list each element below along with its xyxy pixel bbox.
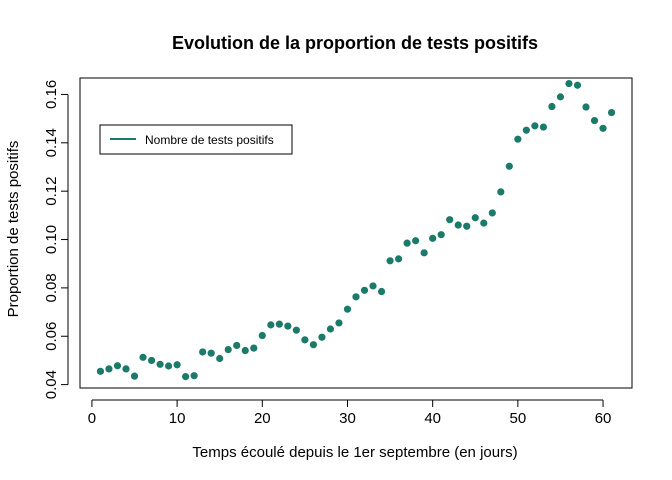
data-point: [514, 135, 522, 143]
data-point: [429, 234, 437, 242]
y-tick-label: 0.10: [43, 225, 60, 254]
data-point: [360, 286, 369, 294]
data-point: [164, 362, 173, 370]
data-point: [335, 319, 343, 327]
y-tick-label: 0.08: [43, 273, 60, 302]
y-tick-label: 0.14: [43, 128, 60, 157]
y-tick-label: 0.12: [43, 177, 60, 206]
data-point: [224, 345, 232, 354]
data-point: [309, 341, 318, 349]
data-point: [488, 209, 496, 217]
data-point: [216, 354, 224, 363]
data-point: [113, 362, 122, 370]
data-point: [599, 124, 607, 132]
data-point: [446, 216, 454, 224]
data-point: [471, 214, 479, 222]
data-point: [377, 287, 386, 296]
data-point: [182, 373, 190, 381]
data-point: [403, 239, 411, 247]
data-point: [241, 346, 249, 355]
data-point: [522, 126, 530, 134]
data-point: [199, 348, 207, 356]
data-point: [233, 341, 241, 350]
x-tick-label: 30: [339, 410, 356, 427]
data-point: [267, 321, 275, 329]
y-tick-label: 0.16: [43, 80, 60, 109]
data-point: [130, 372, 139, 380]
y-tick-label: 0.06: [43, 322, 60, 351]
data-point: [394, 255, 403, 263]
y-tick-label: 0.04: [43, 370, 60, 399]
data-point: [207, 349, 215, 357]
data-point: [369, 282, 377, 290]
x-tick-label: 0: [88, 410, 96, 427]
data-point: [565, 79, 573, 88]
data-point: [352, 293, 360, 301]
data-point: [463, 222, 471, 230]
data-point: [343, 305, 352, 313]
data-point: [173, 361, 181, 369]
data-point: [326, 325, 335, 333]
data-point: [250, 344, 258, 352]
legend: Nombre de tests positifs: [99, 124, 293, 155]
data-point: [147, 356, 156, 365]
data-point: [156, 360, 164, 368]
data-point: [412, 237, 420, 245]
x-tick-label: 10: [169, 410, 186, 427]
data-point: [96, 367, 105, 375]
data-point: [556, 93, 565, 101]
data-point: [548, 102, 556, 111]
data-point: [539, 123, 548, 131]
x-axis-label: Temps écoulé depuis le 1er septembre (en…: [192, 444, 517, 461]
data-point: [190, 372, 198, 380]
data-point: [284, 322, 292, 330]
x-tick-label: 50: [510, 410, 527, 427]
data-point: [590, 116, 599, 125]
plot-frame: [79, 77, 633, 389]
data-points: [96, 79, 616, 381]
data-point: [386, 257, 394, 265]
data-point: [582, 103, 590, 111]
data-point: [531, 122, 539, 130]
chart-title: Evolution de la proportion de tests posi…: [172, 33, 538, 53]
data-point: [258, 331, 266, 340]
legend-label: Nombre de tests positifs: [145, 133, 274, 147]
data-point: [275, 320, 283, 328]
data-point: [318, 333, 326, 341]
x-tick-label: 40: [424, 410, 441, 427]
x-tick-label: 20: [254, 410, 271, 427]
data-point: [292, 326, 300, 334]
y-axis-label: Proportion de tests positifs: [5, 141, 22, 318]
data-point: [139, 353, 147, 361]
x-axis: 0 10 20 30 40 50 60: [88, 399, 612, 427]
data-point: [454, 221, 462, 229]
data-point: [105, 365, 113, 373]
data-point: [497, 188, 505, 196]
data-point: [122, 365, 130, 373]
data-point: [573, 81, 582, 89]
y-axis: 0.04 0.06 0.08 0.10 0.12 0.14 0.16: [43, 80, 69, 399]
data-point: [420, 249, 428, 257]
x-tick-label: 60: [595, 410, 612, 427]
data-point: [437, 231, 445, 239]
data-point: [607, 108, 616, 117]
data-point: [480, 219, 488, 227]
data-point: [301, 336, 309, 344]
data-point: [505, 162, 513, 170]
